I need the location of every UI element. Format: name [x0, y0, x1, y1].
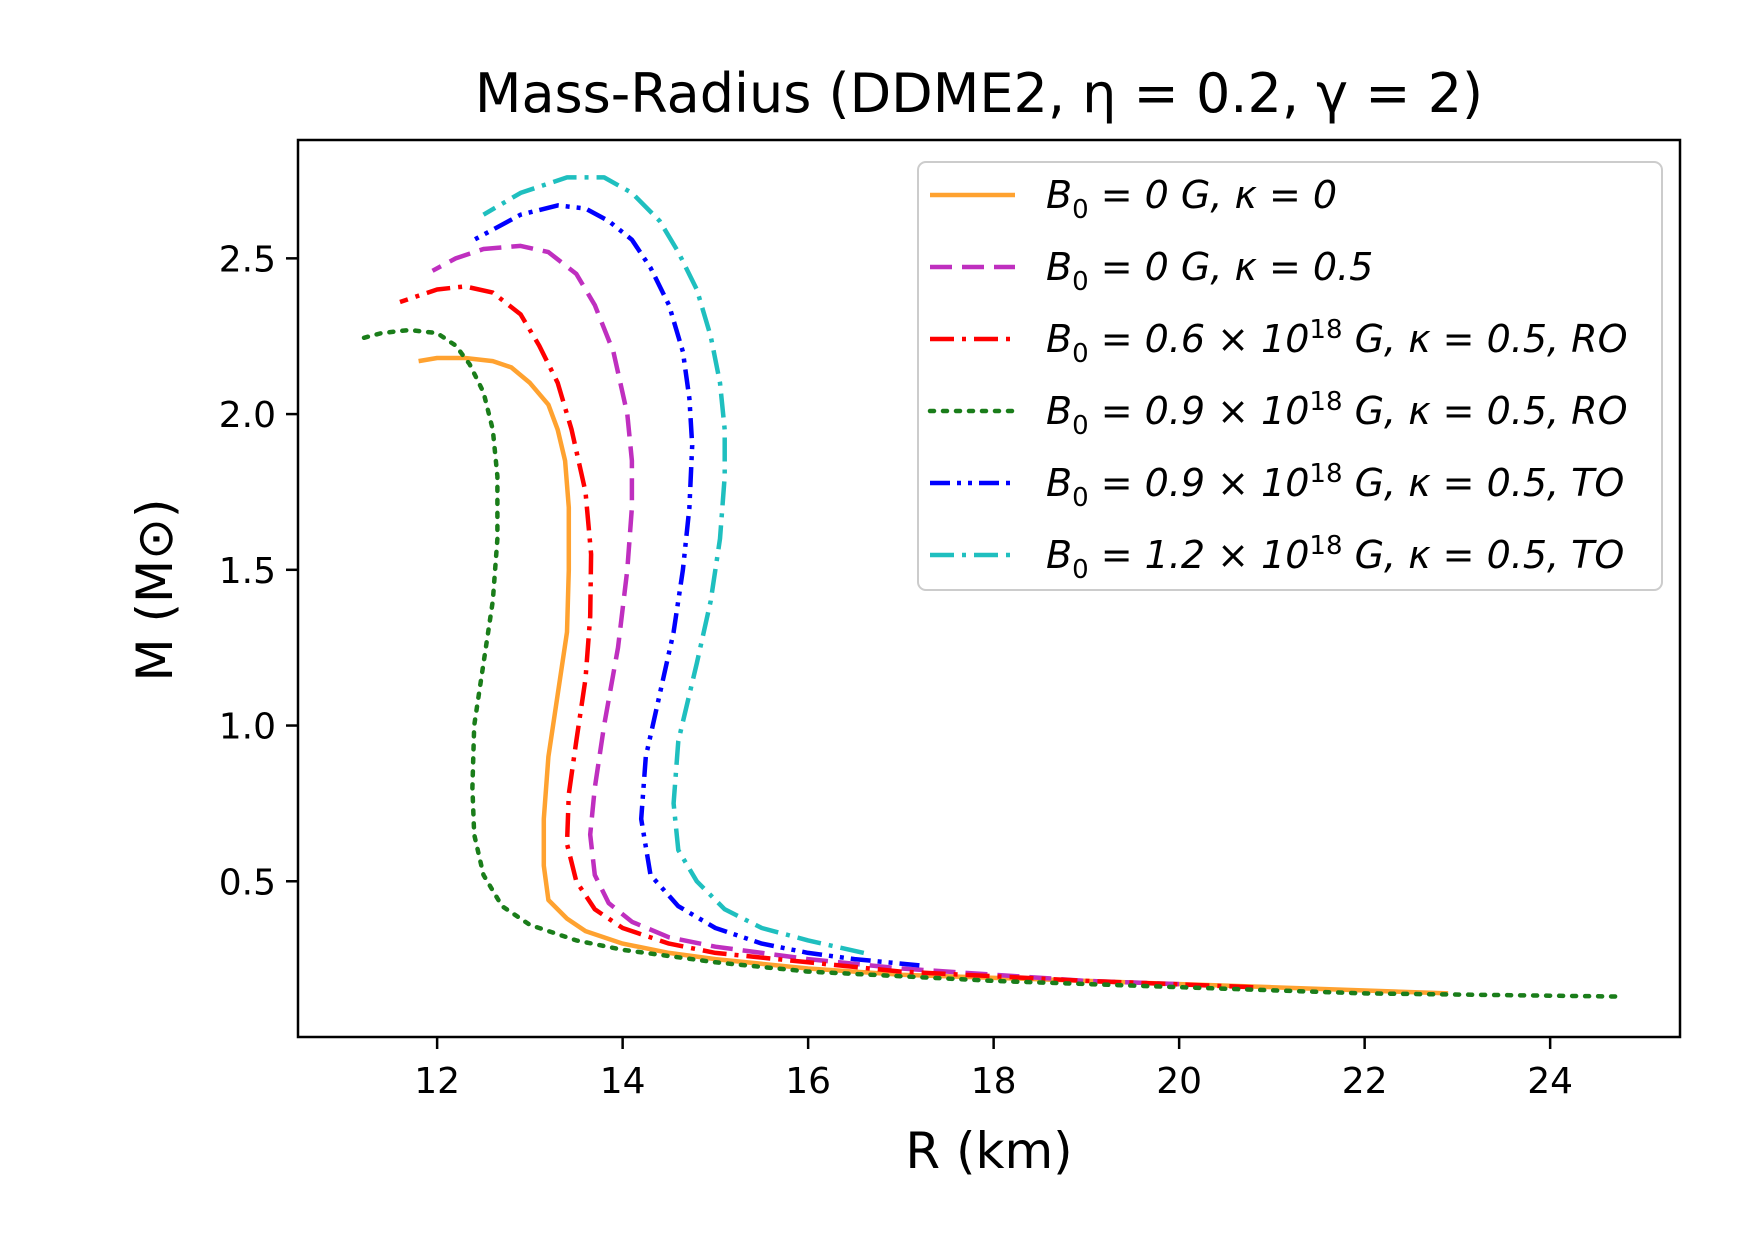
x-tick-label: 24	[1527, 1061, 1573, 1102]
x-tick-label: 12	[414, 1061, 460, 1102]
legend-label-6: B0 = 1.2 × 1018 G, κ = 0.5, TO	[1046, 531, 1624, 585]
x-tick-label: 22	[1342, 1061, 1388, 1102]
y-tick-label: 1.5	[219, 551, 276, 592]
legend-part: = 0 G, κ = 0	[1089, 173, 1337, 217]
legend-frame	[917, 161, 1663, 591]
legend: B0 = 0 G, κ = 0B0 = 0 G, κ = 0.5B0 = 0.6…	[917, 161, 1663, 591]
legend-part: 0	[1072, 483, 1089, 513]
legend-part: G, κ = 0.5, TO	[1343, 533, 1625, 577]
y-axis-ticks: 0.5 1.0 1.5 2.0 2.5	[219, 239, 298, 903]
series-line-3	[399, 284, 1254, 990]
legend-part: 0	[1072, 555, 1089, 585]
legend-part: 18	[1309, 459, 1342, 489]
series-line-2	[431, 243, 1180, 987]
legend-part: G, κ = 0.5, RO	[1343, 389, 1628, 433]
y-tick-label: 0.5	[219, 862, 276, 903]
legend-part: B	[1046, 533, 1072, 577]
legend-part: B	[1046, 389, 1072, 433]
series-line-5	[473, 203, 920, 968]
x-tick-label: 18	[971, 1061, 1017, 1102]
legend-part: B	[1046, 245, 1072, 289]
legend-label-2: B0 = 0 G, κ = 0.5	[1046, 245, 1373, 297]
legend-part: 0	[1072, 339, 1089, 369]
series-line-4	[356, 327, 1618, 999]
series-line-1	[418, 355, 1449, 996]
legend-part: B	[1046, 173, 1072, 217]
x-tick-label: 20	[1156, 1061, 1202, 1102]
legend-part: = 1.2 × 10	[1089, 533, 1310, 577]
legend-label-1: B0 = 0 G, κ = 0	[1046, 173, 1337, 225]
legend-part: G, κ = 0.5, RO	[1343, 317, 1628, 361]
legend-part: = 0.6 × 10	[1089, 317, 1310, 361]
y-tick-label: 2.5	[219, 239, 276, 280]
legend-label-4: B0 = 0.9 × 1018 G, κ = 0.5, RO	[1046, 387, 1628, 441]
legend-label-5: B0 = 0.9 × 1018 G, κ = 0.5, TO	[1046, 459, 1624, 513]
legend-part: 0	[1072, 267, 1089, 297]
legend-part: 0	[1072, 411, 1089, 441]
legend-part: 18	[1309, 387, 1342, 417]
legend-part: B	[1046, 461, 1072, 505]
plot-frame	[296, 138, 1682, 1039]
y-axis-label: M (M⊙)	[126, 498, 184, 681]
x-axis-label: R (km)	[905, 1122, 1072, 1180]
legend-part: 18	[1309, 315, 1342, 345]
legend-part: = 0 G, κ = 0.5	[1089, 245, 1374, 289]
series-group	[356, 175, 1618, 999]
legend-part: 18	[1309, 531, 1342, 561]
legend-entries: B0 = 0 G, κ = 0B0 = 0 G, κ = 0.5B0 = 0.6…	[927, 173, 1628, 585]
legend-part: B	[1046, 317, 1072, 361]
legend-part: = 0.9 × 10	[1089, 461, 1310, 505]
x-tick-label: 14	[600, 1061, 646, 1102]
y-tick-label: 2.0	[219, 395, 276, 436]
legend-part: = 0.9 × 10	[1089, 389, 1310, 433]
x-tick-label: 16	[785, 1061, 831, 1102]
y-tick-label: 1.0	[219, 707, 276, 748]
chart-title: Mass-Radius (DDME2, η = 0.2, γ = 2)	[475, 62, 1483, 125]
legend-part: 0	[1072, 195, 1089, 225]
x-axis-ticks: 12 14 16 18 20 22 24	[414, 1037, 1573, 1102]
legend-label-3: B0 = 0.6 × 1018 G, κ = 0.5, RO	[1046, 315, 1628, 369]
legend-part: G, κ = 0.5, TO	[1343, 461, 1625, 505]
